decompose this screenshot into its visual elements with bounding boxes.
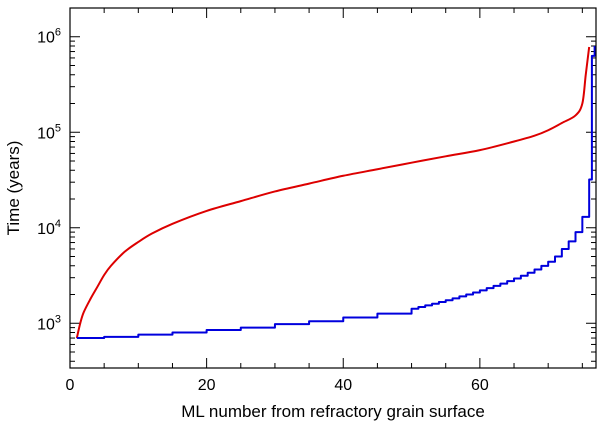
blue-step-line xyxy=(76,46,596,340)
x-tick-label: 0 xyxy=(66,377,75,394)
y-tick-base: 10 xyxy=(37,30,55,47)
y-tick-label: 103 xyxy=(37,313,61,333)
y-tick-label: 106 xyxy=(37,27,61,47)
x-tick-label: 20 xyxy=(198,377,216,394)
y-tick-base: 10 xyxy=(37,221,55,238)
y-tick-exponent: 6 xyxy=(55,27,61,39)
y-tick-label: 105 xyxy=(37,122,61,142)
red-curve-line xyxy=(75,46,591,339)
x-axis-title: ML number from refractory grain surface xyxy=(181,402,485,421)
y-axis-title: Time (years) xyxy=(4,141,23,236)
y-tick-base: 10 xyxy=(37,316,55,333)
x-tick-label: 60 xyxy=(471,377,489,394)
y-tick-exponent: 3 xyxy=(55,313,61,325)
y-tick-label: 104 xyxy=(37,218,61,238)
y-tick-exponent: 4 xyxy=(55,218,61,230)
y-tick-exponent: 5 xyxy=(55,122,61,134)
plot-frame xyxy=(69,7,597,369)
y-tick-base: 10 xyxy=(37,125,55,142)
x-tick-label: 40 xyxy=(334,377,352,394)
series-layer xyxy=(75,46,596,340)
